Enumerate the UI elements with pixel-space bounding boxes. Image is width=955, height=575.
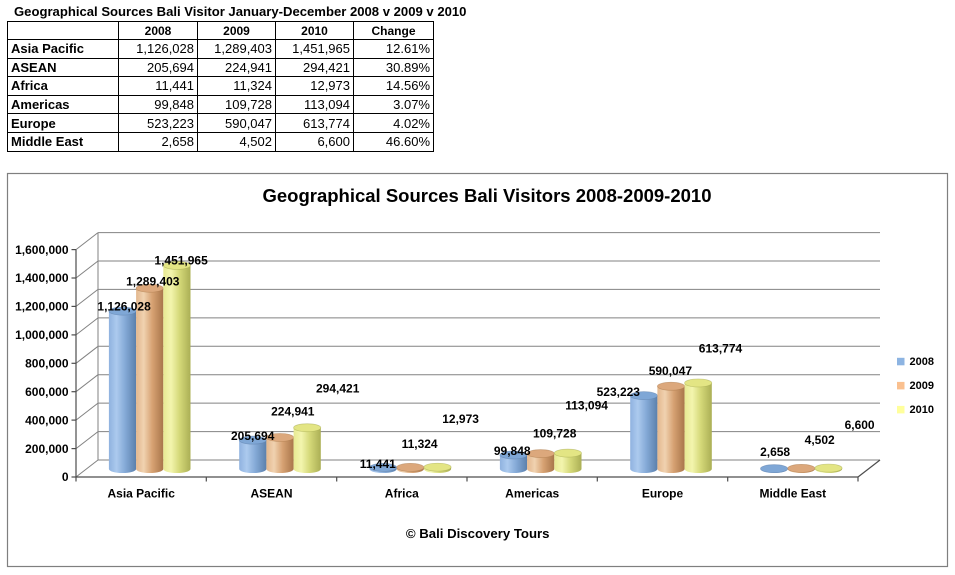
- svg-text:294,421: 294,421: [316, 381, 360, 395]
- svg-text:205,694: 205,694: [231, 429, 275, 443]
- svg-text:2010: 2010: [910, 404, 934, 416]
- svg-text:1,600,000: 1,600,000: [15, 243, 69, 257]
- svg-text:109,728: 109,728: [533, 426, 577, 440]
- svg-text:6,600: 6,600: [845, 418, 875, 432]
- svg-text:1,200,000: 1,200,000: [15, 300, 69, 314]
- svg-text:600,000: 600,000: [25, 385, 69, 399]
- svg-text:1,000,000: 1,000,000: [15, 328, 69, 342]
- svg-text:1,451,965: 1,451,965: [154, 253, 208, 267]
- svg-text:Americas: Americas: [505, 487, 559, 501]
- svg-text:ASEAN: ASEAN: [250, 487, 292, 501]
- svg-text:0: 0: [62, 470, 69, 484]
- svg-text:99,848: 99,848: [494, 444, 531, 458]
- svg-text:11,441: 11,441: [360, 457, 396, 471]
- svg-text:200,000: 200,000: [25, 442, 69, 456]
- svg-text:Africa: Africa: [385, 487, 419, 501]
- svg-text:113,094: 113,094: [565, 399, 608, 413]
- svg-text:1,126,028: 1,126,028: [97, 299, 151, 313]
- svg-text:2008: 2008: [910, 356, 934, 368]
- svg-text:224,941: 224,941: [271, 405, 315, 419]
- svg-text:613,774: 613,774: [699, 342, 743, 356]
- svg-text:Europe: Europe: [642, 487, 684, 501]
- svg-text:12,973: 12,973: [442, 412, 479, 426]
- svg-text:Asia Pacific: Asia Pacific: [108, 487, 176, 501]
- svg-text:800,000: 800,000: [25, 357, 69, 371]
- svg-text:400,000: 400,000: [25, 413, 69, 427]
- svg-text:© Bali Discovery Tours: © Bali Discovery Tours: [406, 526, 550, 541]
- svg-text:4,502: 4,502: [805, 433, 835, 447]
- svg-text:1,400,000: 1,400,000: [15, 271, 69, 285]
- svg-text:523,223: 523,223: [597, 385, 641, 399]
- svg-text:1,289,403: 1,289,403: [126, 275, 180, 289]
- svg-text:2009: 2009: [910, 380, 934, 392]
- svg-text:11,324: 11,324: [402, 437, 438, 451]
- svg-text:2,658: 2,658: [760, 445, 790, 459]
- svg-text:Middle East: Middle East: [759, 487, 826, 501]
- svg-text:590,047: 590,047: [649, 364, 693, 378]
- svg-text:Geographical Sources Bali Visi: Geographical Sources Bali Visitors 2008-…: [262, 185, 711, 206]
